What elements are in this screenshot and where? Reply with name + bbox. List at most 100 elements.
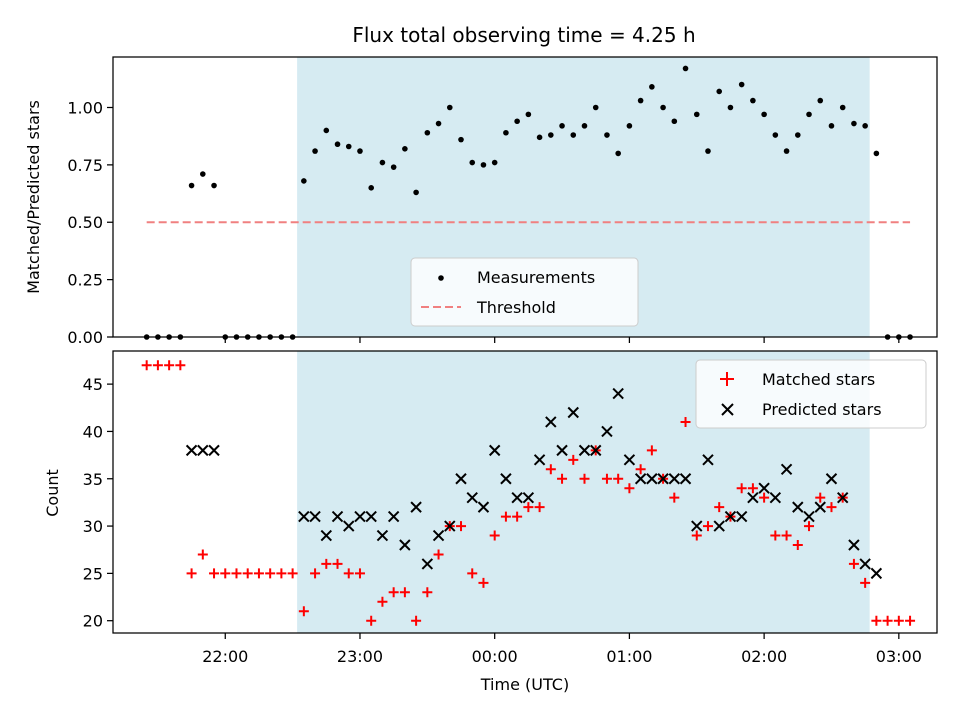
predicted-star-point	[735, 510, 748, 523]
matched-star-point	[164, 360, 175, 371]
predicted-star-point	[399, 539, 411, 551]
measurement-point	[301, 178, 307, 184]
matched-star-point	[905, 615, 916, 626]
measurement-point	[424, 129, 431, 136]
predicted-star-point	[713, 520, 725, 532]
predicted-star-point	[758, 482, 770, 494]
predicted-star-point	[522, 491, 535, 504]
matched-star-point	[736, 483, 747, 494]
predicted-star-point	[533, 454, 546, 466]
measurement-point	[705, 148, 711, 154]
measurement-point	[862, 123, 868, 129]
matched-star-point	[893, 615, 904, 626]
matched-star-point	[175, 360, 186, 371]
predicted-star-point	[331, 510, 344, 523]
measurement-point	[817, 97, 824, 104]
top-plot-frame	[112, 56, 938, 338]
top-y-tick-label: 0.75	[67, 156, 103, 175]
matched-star-point	[613, 473, 624, 484]
measurement-point	[873, 150, 880, 157]
measurement-point	[345, 143, 352, 150]
matched-star-point	[141, 360, 152, 371]
predicted-star-point	[702, 454, 714, 466]
x-tick-label: 02:00	[741, 647, 787, 666]
matched-star-point	[545, 464, 556, 475]
top-y-tick-label: 0.25	[67, 271, 103, 290]
predicted-star-point	[208, 444, 220, 457]
matched-star-point	[422, 587, 433, 598]
x-axis-label: Time (UTC)	[480, 675, 569, 694]
predicted-star-point	[354, 510, 366, 523]
legend-measurements-label: Measurements	[477, 268, 595, 287]
predicted-star-point	[578, 444, 591, 457]
measurement-point	[525, 111, 532, 118]
measurement-point	[615, 150, 621, 157]
bottom-y-axis-label: Count	[43, 469, 62, 517]
matched-star-point	[343, 568, 354, 579]
predicted-star-point	[466, 491, 478, 504]
measurement-point	[548, 132, 554, 138]
matched-star-point	[523, 502, 534, 513]
flux-ratio-panel: Flux total observing time = 4.25 h Match…	[24, 23, 938, 347]
predicted-star-point	[657, 473, 669, 485]
matched-star-point	[220, 568, 231, 579]
measurement-point	[536, 134, 543, 141]
measurement-point	[514, 118, 520, 125]
measurement-point	[211, 182, 217, 189]
bottom-y-tick-label: 40	[83, 422, 103, 441]
predicted-star-point	[601, 425, 613, 438]
matched-star-point	[242, 568, 253, 579]
predicted-star-point	[421, 558, 434, 570]
predicted-star-point	[488, 444, 501, 457]
measurement-point	[592, 104, 599, 111]
measurement-point	[402, 146, 408, 152]
matched-star-point	[366, 615, 377, 626]
bottom-legend-box	[695, 359, 927, 429]
matched-star-point	[848, 558, 859, 569]
measurement-point	[435, 120, 442, 127]
matched-star-point	[804, 521, 815, 532]
predicted-star-point	[511, 491, 523, 504]
predicted-star-point	[679, 473, 692, 485]
matched-star-point	[287, 568, 298, 579]
measurement-point	[671, 118, 678, 125]
top-y-tick-label: 1.00	[67, 98, 103, 117]
x-tick-label: 00:00	[472, 647, 518, 666]
measurement-point	[368, 185, 375, 191]
predicted-star-point	[691, 520, 703, 532]
matched-star-point	[265, 568, 276, 579]
legend-predicted-marker	[721, 403, 734, 416]
matched-star-point	[411, 615, 422, 626]
matched-star-point	[456, 521, 467, 532]
predicted-star-point	[668, 473, 681, 485]
predicted-star-point	[320, 529, 333, 542]
matched-star-point	[377, 596, 388, 607]
matched-star-point	[197, 549, 208, 560]
matched-star-point	[691, 530, 702, 541]
matched-star-point	[759, 492, 770, 503]
matched-star-point	[815, 492, 826, 503]
predicted-star-point	[825, 473, 838, 485]
bottom-y-tick-label: 35	[83, 470, 103, 489]
predicted-star-point	[780, 463, 793, 475]
predicted-star-point	[197, 444, 209, 457]
matched-star-point	[624, 483, 635, 494]
top-legend-box	[410, 257, 639, 327]
predicted-star-point	[870, 567, 883, 580]
predicted-star-point	[814, 501, 826, 513]
x-tick-label: 03:00	[876, 647, 922, 666]
measurement-point	[772, 132, 779, 138]
measurement-point	[828, 123, 835, 129]
measurement-point	[480, 162, 487, 168]
measurement-point	[390, 164, 397, 170]
predicted-star-point	[298, 510, 310, 523]
matched-star-point	[298, 606, 309, 617]
matched-star-point	[669, 492, 680, 503]
top-legend: Measurements Threshold	[410, 257, 639, 327]
x-tick-label: 23:00	[337, 647, 383, 666]
matched-star-point	[321, 558, 332, 569]
top-y-tick-label: 0.00	[67, 328, 103, 347]
measurement-point	[559, 123, 565, 129]
predicted-star-point	[343, 520, 355, 532]
